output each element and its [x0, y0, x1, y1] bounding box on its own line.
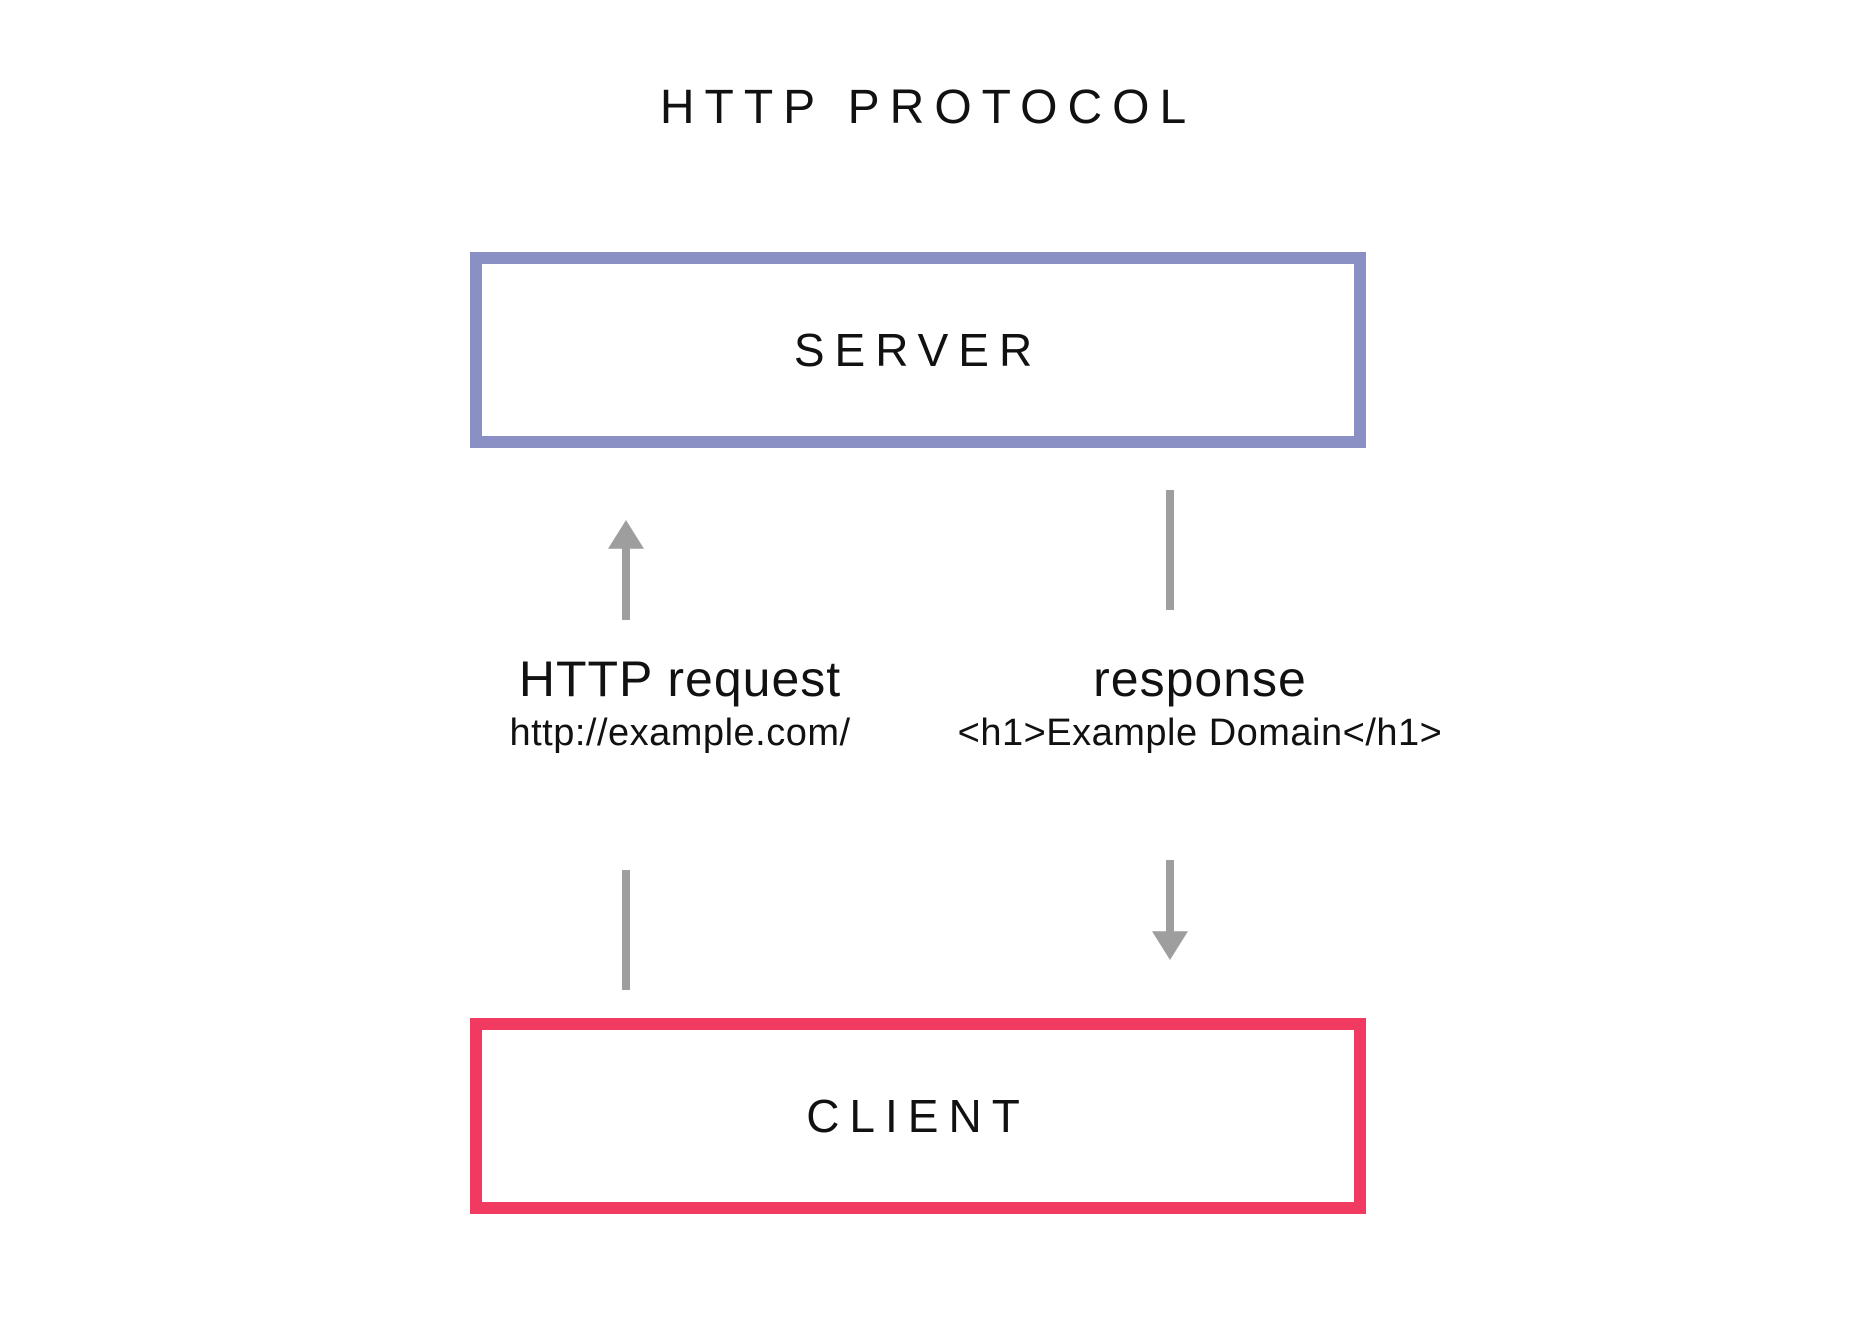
arrows-layer	[0, 0, 1856, 1324]
diagram-canvas: HTTP PROTOCOL SERVER CLIENT HTTP request…	[0, 0, 1856, 1324]
